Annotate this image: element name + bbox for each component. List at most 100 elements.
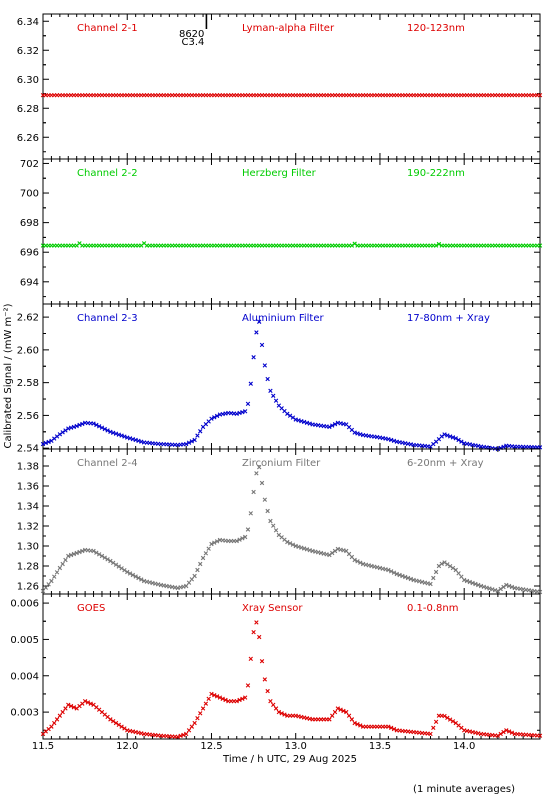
data-point	[478, 583, 484, 589]
data-point	[386, 567, 391, 573]
data-point	[240, 536, 245, 541]
series-points	[40, 464, 543, 595]
data-point	[195, 715, 200, 721]
data-point	[330, 713, 335, 718]
data-point	[453, 436, 458, 441]
data-point	[127, 571, 133, 576]
data-point	[122, 567, 127, 573]
data-point	[268, 388, 273, 394]
data-point	[391, 570, 397, 575]
data-point	[60, 561, 65, 567]
data-point	[214, 539, 220, 544]
data-point	[251, 629, 256, 635]
data-point	[52, 720, 57, 726]
data-point	[304, 547, 310, 552]
panel-label: Lyman-alpha Filter	[242, 23, 335, 34]
panel-frame	[42, 158, 541, 305]
data-point	[80, 548, 85, 554]
data-point	[492, 587, 498, 593]
data-point	[198, 429, 203, 434]
x-tick-label: 12.5	[200, 741, 222, 752]
data-point	[122, 726, 127, 731]
data-point	[397, 572, 402, 578]
data-point	[296, 544, 301, 550]
data-point	[268, 518, 273, 524]
data-point	[192, 720, 197, 726]
footnote: (1 minute averages)	[413, 784, 515, 795]
y-tick-label: 700	[20, 189, 39, 200]
y-tick-label: 2.56	[17, 411, 39, 422]
data-point	[198, 711, 203, 716]
data-point	[394, 571, 399, 577]
data-point	[116, 432, 122, 437]
data-point	[248, 656, 253, 661]
data-point	[105, 557, 110, 562]
data-point	[330, 550, 335, 556]
data-point	[71, 424, 77, 430]
data-point	[209, 416, 214, 421]
data-point	[43, 585, 48, 590]
data-point	[125, 435, 130, 440]
y-tick-label: 702	[20, 159, 39, 170]
data-point	[537, 733, 543, 738]
data-point	[447, 434, 453, 439]
data-point	[273, 706, 279, 711]
data-point	[537, 589, 543, 595]
data-point	[212, 415, 217, 420]
data-point	[214, 413, 220, 419]
data-point	[99, 553, 105, 559]
data-point	[113, 562, 119, 567]
panel-1: 6.26 6.28 6.30 6.32 6.34 Channel 2-1 Lyman-alp…	[17, 13, 543, 160]
data-point	[433, 243, 439, 248]
data-point	[506, 729, 512, 734]
panel-label: Channel 2-3	[77, 313, 138, 324]
data-point	[504, 582, 509, 588]
panel-4: 1.26 1.28 1.30 1.32 1.34 1.36 1.38 Channel 2-4 Z…	[17, 448, 543, 595]
data-point	[509, 584, 515, 590]
data-point	[54, 717, 60, 722]
data-point	[189, 724, 195, 729]
data-point	[181, 732, 186, 738]
data-point	[428, 581, 433, 587]
data-point	[85, 700, 91, 705]
data-point	[431, 725, 436, 731]
panel-frame	[42, 13, 541, 160]
data-point	[254, 330, 259, 335]
data-point	[102, 426, 107, 432]
data-point	[490, 587, 495, 592]
data-point	[195, 567, 200, 573]
panel-label: 120-123nm	[407, 23, 465, 34]
data-point	[80, 421, 85, 427]
data-point	[273, 528, 279, 533]
y-tick-label: 6.32	[17, 46, 39, 57]
data-point	[40, 588, 46, 594]
data-point	[203, 701, 209, 706]
data-point	[57, 432, 63, 437]
data-point	[537, 93, 543, 98]
data-point	[439, 561, 444, 566]
data-point	[242, 534, 248, 540]
data-point	[68, 552, 74, 558]
data-point	[470, 580, 475, 586]
data-point	[349, 717, 355, 722]
data-point	[450, 565, 456, 571]
y-tick-label: 2.54	[17, 444, 39, 455]
data-point	[285, 411, 290, 416]
series-points	[40, 93, 543, 98]
data-point	[57, 565, 63, 571]
data-point	[504, 728, 509, 733]
data-point	[299, 545, 304, 550]
data-point	[327, 552, 332, 558]
data-point	[108, 558, 113, 564]
x-axis-label: Time / h UTC, 29 Aug 2025	[222, 754, 357, 765]
data-point	[130, 572, 136, 578]
data-point	[352, 720, 357, 726]
data-point	[358, 432, 363, 437]
y-tick-label: 1.30	[17, 542, 39, 553]
y-tick-label: 1.28	[17, 562, 39, 573]
y-tick-label: 2.62	[17, 313, 39, 324]
data-point	[40, 441, 46, 447]
data-point	[307, 421, 312, 426]
data-point	[433, 569, 439, 575]
